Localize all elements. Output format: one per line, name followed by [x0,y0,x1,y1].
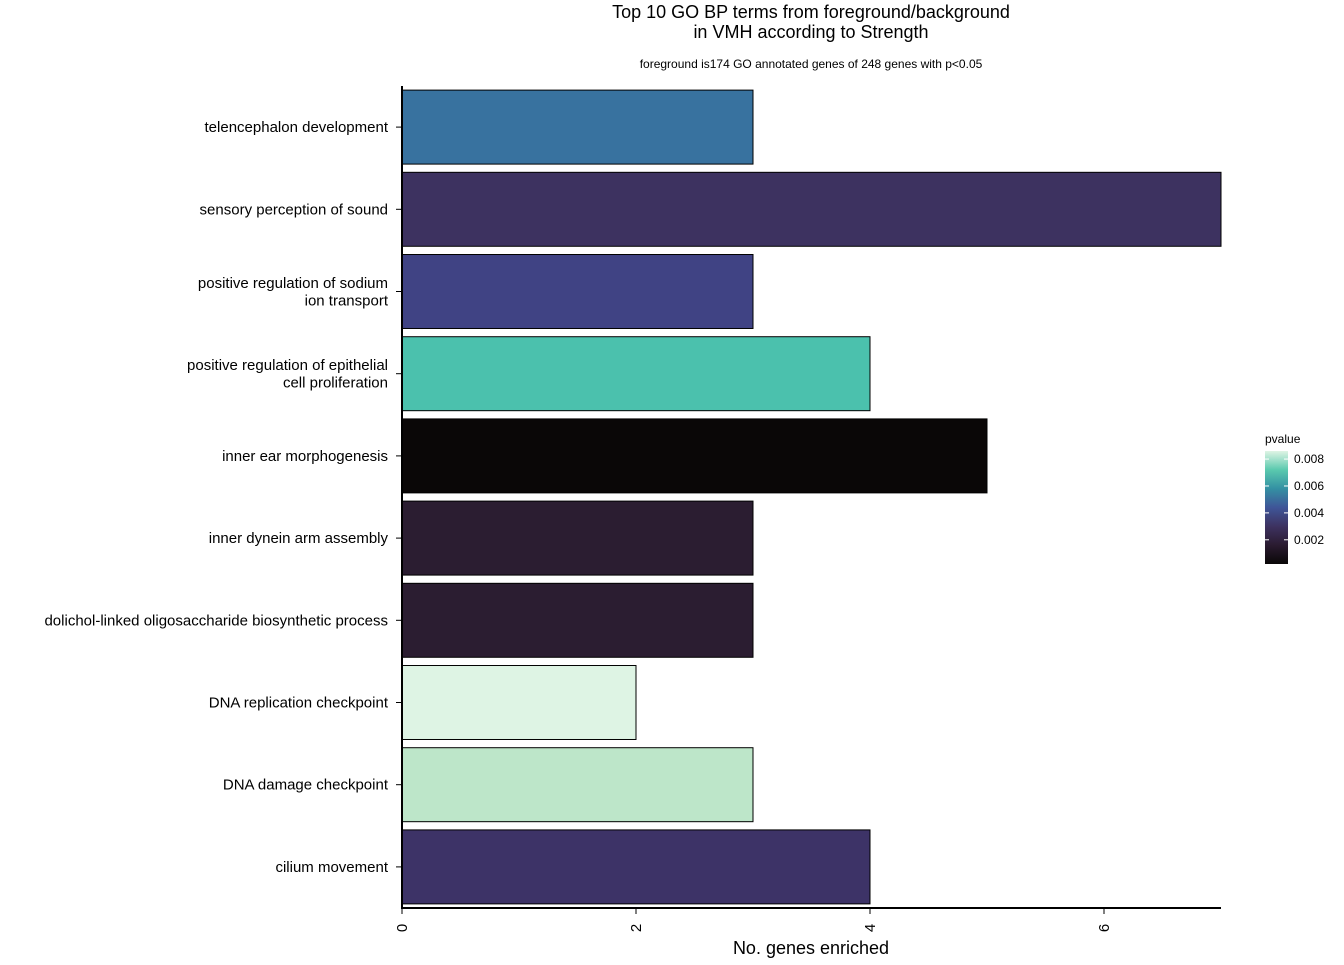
x-tick-label: 6 [1096,924,1113,932]
legend-ticks: 0.008 0.006 0.004 0.002 [1265,452,1324,547]
x-tick-label: 2 [628,924,645,932]
pvalue-legend: pvalue 0.008 0.006 0.004 0.002 [1265,432,1324,564]
x-axis-label: No. genes enriched [733,938,889,958]
bar [401,747,754,823]
bar [401,582,754,658]
y-tick-label: DNA damage checkpoint [223,777,389,794]
x-tick-label: 0 [394,924,411,932]
chart-subtitle: foreground is174 GO annotated genes of 2… [640,57,983,71]
y-tick-label: telencephalon development [205,119,389,136]
bar [401,418,988,494]
y-tick-label: positive regulation of epithelial [187,357,388,374]
y-tick-label: sensory perception of sound [200,201,388,218]
y-tick-label: cilium movement [275,859,388,876]
bar [401,500,754,576]
bar [401,89,754,165]
y-tick-label: inner ear morphogenesis [222,448,388,465]
y-tick-label: dolichol-linked oligosaccharide biosynth… [44,612,388,629]
y-tick-label: DNA replication checkpoint [209,695,389,712]
bars [401,89,1222,905]
bar [401,665,637,740]
legend-tick-label: 0.006 [1294,479,1324,493]
category-labels: telencephalon development sensory percept… [44,119,402,876]
x-tick-label: 4 [862,924,879,932]
x-axis-ticks: 0 2 4 6 [394,908,1113,932]
legend-tick-label: 0.008 [1294,452,1324,466]
bar [401,171,1222,247]
bar [401,254,754,329]
y-tick-label: positive regulation of sodium [198,275,388,292]
chart-title-line-1: Top 10 GO BP terms from foreground/backg… [612,2,1010,22]
bar [401,336,871,412]
legend-tick-label: 0.004 [1294,506,1324,520]
y-tick-label: cell proliferation [283,374,388,391]
legend-title: pvalue [1265,432,1301,446]
legend-colorbar [1265,451,1288,564]
y-tick-label: ion transport [305,292,389,309]
legend-tick-label: 0.002 [1294,533,1324,547]
chart-title-line-2: in VMH according to Strength [693,22,928,42]
y-tick-label: inner dynein arm assembly [209,530,389,547]
bar [401,829,871,905]
